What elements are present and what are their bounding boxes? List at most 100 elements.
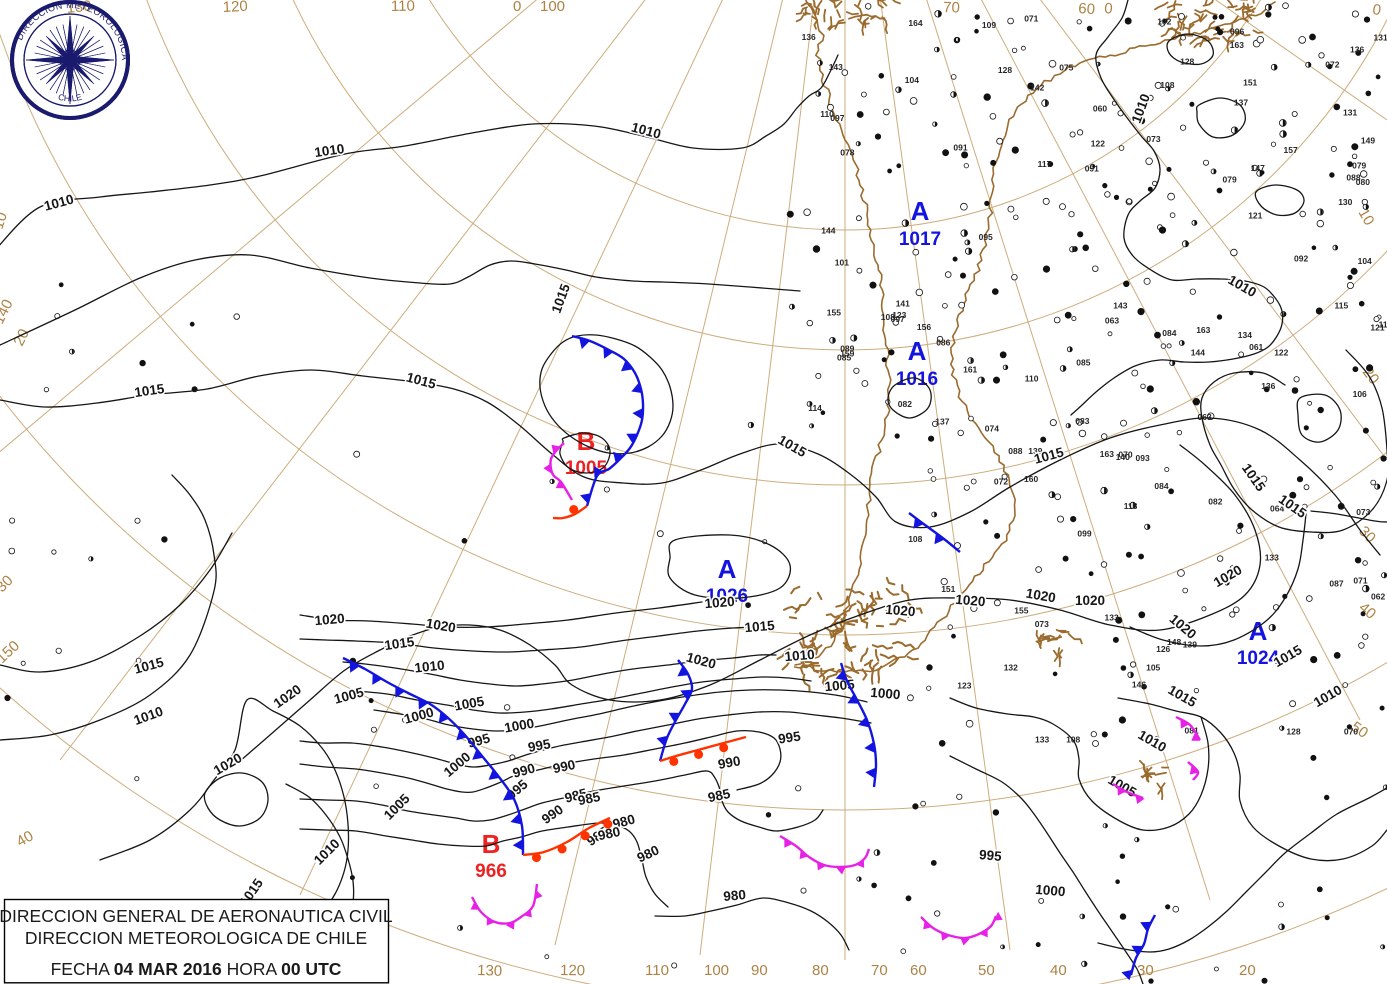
svg-text:163: 163 [1230,40,1244,50]
svg-text:108: 108 [1160,80,1174,90]
svg-text:122: 122 [1091,139,1105,149]
svg-text:130: 130 [1338,197,1352,207]
svg-text:083: 083 [1075,416,1089,426]
svg-text:093: 093 [1136,453,1150,463]
svg-text:50: 50 [978,962,995,979]
svg-text:0: 0 [1104,0,1114,18]
svg-text:1016: 1016 [896,369,938,390]
svg-text:1015: 1015 [775,432,809,460]
svg-text:1010: 1010 [1135,727,1169,755]
svg-text:088: 088 [1346,172,1360,182]
svg-text:092: 092 [1294,253,1308,263]
svg-text:088: 088 [1008,446,1022,456]
svg-text:30: 30 [0,572,17,596]
svg-text:1015: 1015 [1271,642,1305,670]
svg-text:079: 079 [1223,175,1237,185]
svg-text:30: 30 [1355,523,1379,547]
svg-text:106: 106 [1353,389,1367,399]
svg-text:990: 990 [717,753,742,772]
svg-text:1015: 1015 [549,281,574,315]
svg-text:155: 155 [1014,606,1028,616]
svg-text:163: 163 [1196,325,1210,335]
svg-text:40: 40 [1050,962,1067,979]
svg-text:096: 096 [1230,27,1244,37]
svg-text:133: 133 [1265,553,1279,563]
svg-text:136: 136 [802,32,816,42]
svg-text:990: 990 [539,802,566,827]
svg-text:110: 110 [820,109,834,119]
svg-text:063: 063 [1105,315,1119,325]
svg-text:985: 985 [706,786,732,805]
svg-text:90: 90 [751,962,768,979]
svg-text:80: 80 [812,962,829,979]
svg-text:1010: 1010 [1225,272,1259,300]
svg-text:20: 20 [1239,962,1256,979]
svg-text:1005: 1005 [824,677,856,695]
svg-text:1010: 1010 [414,657,445,675]
svg-text:1020: 1020 [1075,593,1105,608]
svg-text:980: 980 [723,887,747,904]
svg-text:131: 131 [1374,33,1387,43]
svg-text:121: 121 [1248,210,1262,220]
svg-text:149: 149 [1361,135,1375,145]
svg-text:990: 990 [511,760,537,780]
svg-text:70: 70 [871,962,888,979]
svg-text:A: A [908,336,927,366]
svg-text:137: 137 [935,417,949,427]
svg-text:0: 0 [513,0,521,15]
svg-text:1010: 1010 [313,141,345,160]
svg-text:995: 995 [979,847,1003,864]
svg-text:1010: 1010 [42,192,75,214]
svg-text:0: 0 [1371,1,1382,19]
svg-text:128: 128 [1286,727,1300,737]
svg-text:143: 143 [1113,300,1127,310]
svg-text:140: 140 [1116,452,1130,462]
svg-text:141: 141 [896,299,910,309]
svg-text:40: 40 [1355,599,1379,623]
svg-text:074: 074 [985,423,999,433]
svg-text:1005: 1005 [332,684,365,706]
svg-text:110: 110 [1025,374,1039,384]
svg-text:108: 108 [908,534,922,544]
svg-text:075: 075 [1059,63,1073,73]
svg-text:108: 108 [1066,734,1080,744]
svg-text:071: 071 [1024,14,1038,24]
svg-text:1020: 1020 [704,594,735,612]
svg-text:B: B [482,829,501,859]
svg-text:20: 20 [10,326,33,348]
svg-text:105: 105 [1146,662,1160,672]
svg-text:142: 142 [1030,82,1044,92]
svg-text:60: 60 [1078,0,1096,18]
svg-text:123: 123 [957,681,971,691]
svg-text:10: 10 [0,210,11,231]
svg-text:128: 128 [998,65,1012,75]
svg-text:082: 082 [898,399,912,409]
svg-text:097: 097 [891,314,905,324]
svg-text:110: 110 [645,962,669,979]
svg-text:B: B [577,426,596,456]
svg-text:151: 151 [1243,77,1257,87]
svg-text:084: 084 [1154,481,1168,491]
svg-text:072: 072 [994,476,1008,486]
svg-text:164: 164 [908,18,922,28]
svg-text:1020: 1020 [314,611,345,629]
svg-text:163: 163 [1100,449,1114,459]
svg-text:060: 060 [1093,104,1107,114]
svg-text:100: 100 [540,0,565,15]
svg-text:155: 155 [827,308,841,318]
svg-text:1020: 1020 [211,750,245,778]
svg-text:104: 104 [905,75,919,85]
svg-text:156: 156 [917,322,931,332]
svg-text:1010: 1010 [784,647,815,665]
svg-text:1015: 1015 [132,654,165,676]
svg-text:063: 063 [1198,412,1212,422]
svg-text:995: 995 [527,736,552,755]
svg-text:157: 157 [1284,145,1298,155]
svg-text:072: 072 [1325,59,1339,69]
svg-text:966: 966 [475,861,507,882]
svg-text:062: 062 [1371,592,1385,602]
svg-text:A: A [911,196,930,226]
svg-text:071: 071 [1353,576,1367,586]
svg-text:117: 117 [1038,159,1052,169]
svg-text:091: 091 [953,142,967,152]
